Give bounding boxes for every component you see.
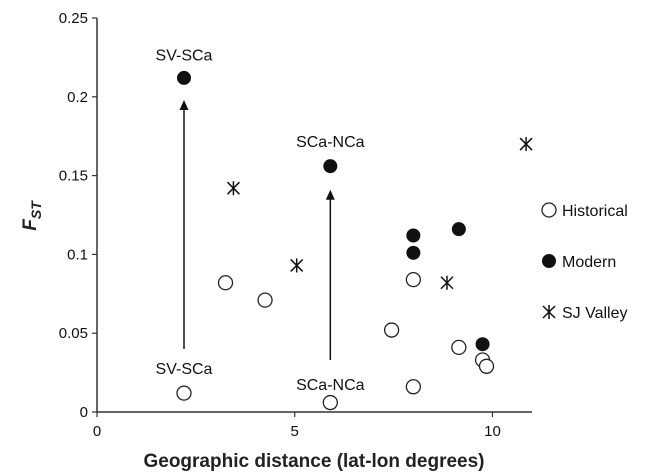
x-axis-ticks: 0 5 10: [93, 412, 501, 440]
y-axis-title-sub: ST: [28, 200, 44, 219]
y-axis-title: FST: [20, 200, 44, 231]
historical-point: [405, 271, 422, 288]
y-tick-label: 0: [80, 404, 88, 421]
y-axis-ticks: 0 0.05 0.1 0.15 0.2 0.25: [59, 10, 97, 421]
y-tick-label: 0.05: [59, 325, 88, 342]
legend-modern: Modern: [542, 254, 616, 271]
modern-point: [323, 159, 338, 174]
legend-historical-marker: [541, 202, 557, 218]
x-axis-title: Geographic distance (lat-lon degrees): [143, 451, 484, 472]
historical-point: [257, 292, 273, 308]
legend-historical-label: Historical: [562, 203, 628, 220]
historical-point: [405, 379, 422, 395]
annotations: SV-SCa SCa-NCa SV-SCa SCa-NCa: [156, 48, 365, 394]
historical-point: [217, 275, 234, 291]
axes: [96, 18, 532, 413]
x-tick-label: 0: [93, 423, 101, 440]
y-axis-title-main: F: [20, 218, 41, 231]
svg-text:FST: FST: [20, 200, 44, 231]
legend-modern-label: Modern: [562, 254, 616, 271]
x-tick-label: 10: [484, 423, 501, 440]
legend-sj-valley: SJ Valley: [542, 305, 628, 322]
historical-point: [383, 322, 400, 338]
sj-valley-point: [440, 275, 454, 290]
legend-sj-valley-marker: [542, 305, 556, 319]
historical-point: [322, 394, 338, 411]
historical-point: [176, 385, 192, 401]
modern-point: [406, 228, 421, 243]
legend-sj-valley-label: SJ Valley: [562, 305, 628, 322]
legend-modern-marker: [542, 254, 556, 268]
modern-point: [475, 337, 490, 352]
sj-valley-point: [290, 258, 304, 273]
sj-valley-point: [226, 181, 240, 196]
annotation-label: SV-SCa: [156, 361, 213, 378]
arrow-head: [179, 99, 189, 110]
annotation-label: SV-SCa: [156, 48, 213, 65]
historical-point: [451, 339, 467, 356]
modern-point: [406, 245, 421, 260]
modern-point: [177, 70, 191, 85]
annotation-label: SCa-NCa: [296, 134, 365, 151]
legend-historical: Historical: [541, 202, 628, 220]
historical-point: [478, 358, 495, 374]
sj-valley-point: [519, 137, 533, 152]
y-tick-label: 0.25: [59, 10, 88, 27]
y-tick-label: 0.15: [59, 168, 88, 185]
data-points: [176, 70, 533, 411]
arrow-head: [325, 189, 335, 200]
arrows: [179, 99, 335, 360]
legend: Historical Modern SJ Valley: [541, 202, 628, 322]
annotation-label: SCa-NCa: [296, 377, 365, 394]
y-tick-label: 0.1: [67, 246, 88, 263]
y-tick-label: 0.2: [67, 89, 88, 106]
modern-point: [451, 222, 466, 237]
x-tick-label: 5: [291, 423, 299, 440]
